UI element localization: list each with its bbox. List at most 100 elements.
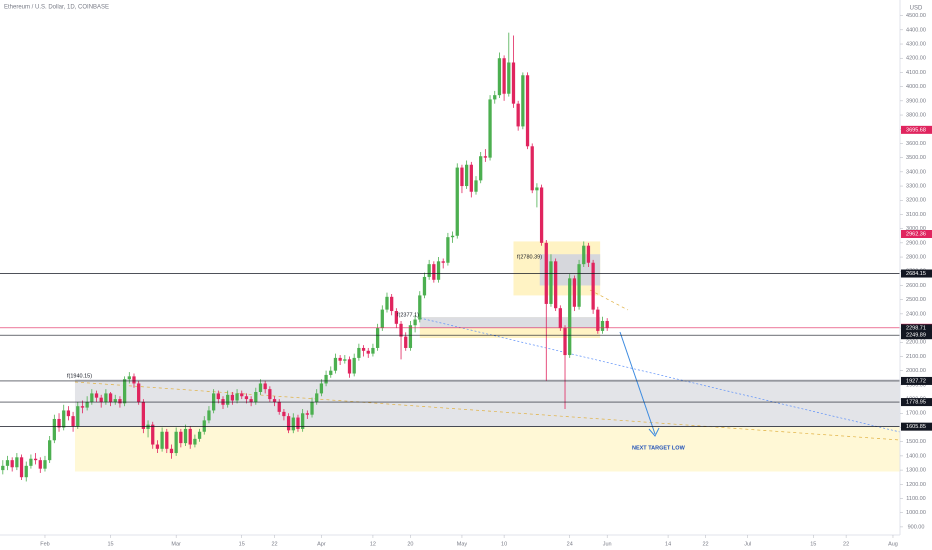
price-label: 2249.89 [906, 333, 926, 339]
candle-body [549, 261, 553, 304]
candle-body [296, 417, 300, 429]
y-tick-label: 4500.00 [906, 13, 926, 19]
candle-body [216, 393, 220, 400]
price-label: 2298.71 [906, 326, 926, 332]
candle-body [66, 410, 71, 417]
candle-body [277, 401, 281, 412]
candle-body [554, 261, 558, 309]
candle-body [460, 167, 464, 187]
candle-body [600, 320, 605, 331]
annotation: f(1940.15) [67, 373, 92, 379]
candle-body [80, 406, 85, 408]
y-tick-label: 3600.00 [906, 141, 926, 147]
price-label: 1778.95 [906, 400, 926, 406]
candle-body [24, 465, 28, 478]
candle-body [582, 245, 586, 265]
candle-body [99, 397, 103, 402]
candle-body [390, 296, 394, 312]
candle-body [286, 416, 291, 431]
candle-body [174, 431, 178, 454]
candle-body [43, 460, 47, 469]
x-tick-label: Feb [40, 541, 49, 547]
y-tick-label: 2900.00 [906, 240, 926, 246]
y-tick-label: 4200.00 [906, 56, 926, 62]
candle-body [572, 278, 577, 307]
y-tick-label: 1900.00 [906, 382, 926, 388]
x-tick-label: 15 [108, 541, 114, 547]
y-tick-label: 3000.00 [906, 226, 926, 232]
candle-body [525, 75, 530, 147]
x-tick-label: 20 [407, 541, 413, 547]
candle-body [197, 431, 202, 439]
y-tick-label: 4400.00 [906, 27, 926, 33]
candle-body [207, 410, 211, 421]
price-label-box [901, 376, 932, 385]
y-tick-label: 4300.00 [906, 41, 926, 47]
y-tick-label: 3100.00 [906, 212, 926, 218]
candle-body [375, 328, 380, 348]
zone [74, 426, 901, 472]
candle-body [188, 428, 192, 445]
price-label: 2684.15 [906, 271, 926, 277]
x-tick-label: 22 [703, 541, 709, 547]
x-tick-label: May [457, 541, 468, 547]
candle-body [319, 383, 324, 394]
price-label-box [901, 324, 932, 333]
candle-body [258, 383, 263, 392]
x-tick-label: Jun [603, 541, 612, 547]
y-tick-label: 4100.00 [906, 70, 926, 76]
y-tick-label: 1200.00 [906, 482, 926, 488]
candle-body [137, 383, 141, 402]
y-tick-label: 3800.00 [906, 112, 926, 118]
candle-body [479, 156, 483, 181]
candle-body [1, 465, 5, 471]
candle-body [446, 237, 450, 263]
y-tick-label: 2000.00 [906, 368, 926, 374]
candle-body [254, 391, 258, 402]
candle-body [226, 394, 230, 405]
x-tick-label: Mar [171, 541, 181, 547]
x-tick-label: 15 [239, 541, 245, 547]
candle-body [310, 401, 314, 415]
candle-body [85, 401, 89, 408]
candle-body [38, 460, 42, 469]
y-tick-label: 4000.00 [906, 84, 926, 90]
candle-body [48, 440, 52, 461]
y-tick-label: 2600.00 [906, 283, 926, 289]
y-tick-label: 2800.00 [906, 255, 926, 261]
arrow-head [648, 427, 660, 437]
candle-body [249, 399, 253, 402]
candle-body [521, 75, 525, 127]
y-tick-label: 3300.00 [906, 184, 926, 190]
candle-body [605, 320, 609, 329]
candle-body [507, 62, 511, 94]
price-label-box [901, 422, 932, 431]
candle-body [380, 309, 384, 329]
x-tick-label: 12 [370, 541, 376, 547]
candle-body [436, 261, 441, 280]
candle-body [586, 245, 591, 263]
price-label: 1927.72 [906, 378, 926, 384]
y-tick-label: 3500.00 [906, 155, 926, 161]
y-tick-label: 1300.00 [906, 468, 926, 474]
candle-body [366, 350, 370, 354]
y-tick-label: 1100.00 [906, 496, 925, 502]
candle-body [347, 359, 352, 374]
x-tick-label: 15 [810, 541, 816, 547]
candle-body [450, 235, 455, 238]
price-label-box [901, 331, 932, 340]
candle-body [535, 187, 539, 191]
candle-body [568, 278, 572, 356]
candle-body [558, 308, 562, 329]
candle-body [596, 309, 600, 331]
zone [419, 317, 601, 329]
candle-body [324, 374, 328, 384]
y-tick-label: 2500.00 [906, 297, 926, 303]
y-tick-label: 1700.00 [906, 411, 926, 417]
candle-body [62, 410, 66, 428]
candle-body [202, 420, 206, 432]
arrow [619, 331, 656, 435]
annotation: f(2377.1) [397, 312, 419, 318]
candle-body [118, 399, 122, 404]
candle-body [230, 394, 235, 401]
